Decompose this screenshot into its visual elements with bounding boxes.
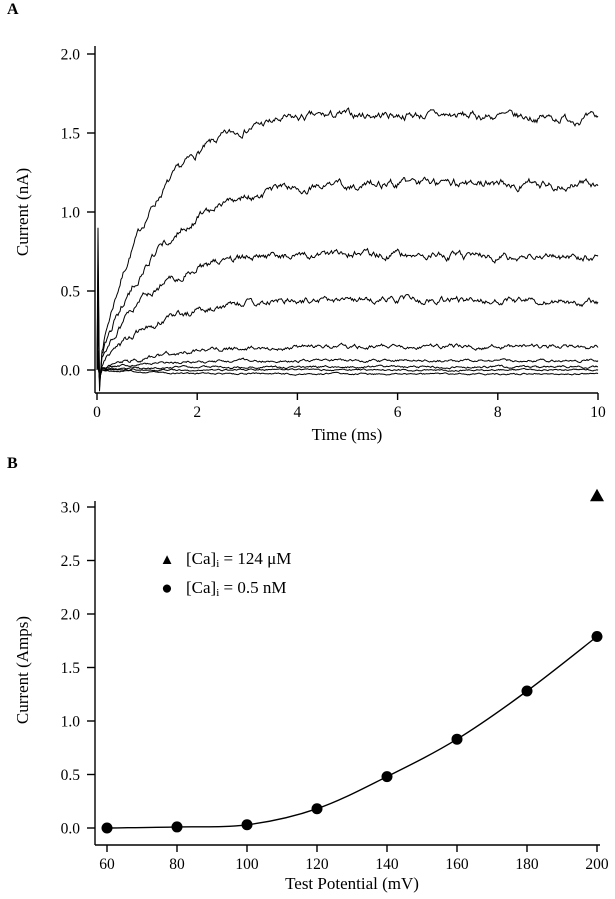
y-tick-label: 1.0 xyxy=(61,205,81,222)
data-point-circle xyxy=(241,819,253,831)
y-tick-label: 0.5 xyxy=(61,767,81,784)
x-tick-label: 2 xyxy=(193,404,201,421)
x-tick-label: 4 xyxy=(294,404,302,421)
y-tick-label: 1.0 xyxy=(61,714,81,731)
current-trace xyxy=(96,363,599,379)
data-point-circle xyxy=(311,803,323,815)
x-tick-label: 10 xyxy=(590,404,606,421)
x-tick-label: 160 xyxy=(445,856,469,873)
legend-item-124uM: ▲ [Ca]i = 124 μM xyxy=(156,549,292,571)
circle-marker-icon: ● xyxy=(161,578,173,600)
x-tick-label: 60 xyxy=(99,856,115,873)
legend-label: [Ca]i = 0.5 nM xyxy=(186,578,287,600)
y-tick-label: 0.0 xyxy=(61,363,81,380)
current-trace xyxy=(96,176,599,388)
y-tick-label: 1.5 xyxy=(61,660,81,677)
y-tick-label: 0.0 xyxy=(61,821,81,838)
x-tick-label: 6 xyxy=(394,404,402,421)
panel-b-x-axis-title: Test Potential (mV) xyxy=(285,874,419,893)
current-trace xyxy=(96,361,598,379)
legend: ▲ [Ca]i = 124 μM ● [Ca]i = 0.5 nM xyxy=(156,549,292,601)
triangle-marker-icon: ▲ xyxy=(159,552,175,569)
current-trace xyxy=(96,247,599,385)
data-point-circle xyxy=(381,771,393,783)
x-tick-label: 120 xyxy=(305,856,329,873)
y-tick-label: 3.0 xyxy=(61,500,81,517)
y-tick-label: 2.0 xyxy=(61,607,81,624)
x-tick-label: 140 xyxy=(375,856,399,873)
y-tick-label: 2.5 xyxy=(61,553,81,570)
data-point-circle xyxy=(101,822,113,834)
panel-a-x-axis-title: Time (ms) xyxy=(312,425,383,444)
x-tick-label: 180 xyxy=(515,856,539,873)
current-trace xyxy=(96,342,599,380)
x-tick-label: 100 xyxy=(235,856,259,873)
panel-a-plot: Current (nA) Time (ms) 0.0 0.5 1.0 1.5 2.0 0 2… xyxy=(13,46,606,444)
panel-a-y-axis-title: Current (nA) xyxy=(13,168,32,256)
panel-b-label: B xyxy=(7,455,18,472)
legend-label: [Ca]i = 124 μM xyxy=(186,549,292,570)
legend-item-0p5nM: ● [Ca]i = 0.5 nM xyxy=(156,578,291,601)
panel-b-plot: Current (Amps) Test Potential (mV) 0.0 0.… xyxy=(13,488,609,893)
panel-b-y-axis-title: Current (Amps) xyxy=(13,616,32,724)
x-tick-label: 0 xyxy=(93,404,101,421)
x-tick-label: 200 xyxy=(585,856,609,873)
current-trace xyxy=(96,293,599,382)
data-point-circle xyxy=(451,733,463,745)
y-tick-label: 0.5 xyxy=(61,284,81,301)
data-point-circle xyxy=(171,821,183,833)
series-line xyxy=(106,635,598,829)
y-tick-label: 1.5 xyxy=(61,126,81,143)
data-point-circle xyxy=(521,685,533,697)
x-tick-label: 8 xyxy=(494,404,502,421)
x-tick-label: 80 xyxy=(169,856,185,873)
y-tick-label: 2.0 xyxy=(61,47,81,64)
current-trace xyxy=(96,363,599,379)
data-point-circle xyxy=(591,630,603,642)
panel-a-label: A xyxy=(7,1,19,18)
current-trace xyxy=(96,107,599,392)
current-trace xyxy=(96,357,599,379)
data-point-triangle xyxy=(590,488,604,502)
